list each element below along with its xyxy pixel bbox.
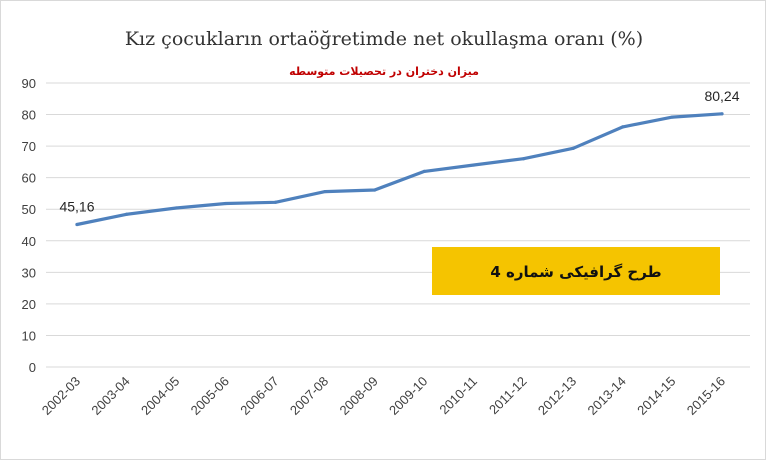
- y-tick-label: 20: [22, 297, 36, 312]
- data-point: [621, 125, 625, 129]
- data-point: [521, 157, 526, 161]
- x-tick-label: 2005-06: [188, 374, 232, 418]
- y-tick-label: 40: [22, 234, 36, 249]
- data-point: [720, 112, 724, 116]
- data-label: 80,24: [704, 88, 739, 104]
- x-axis-ticks: 2002-03 2003-04 2004-05 2005-06 2006-07 2007-…: [39, 374, 728, 418]
- x-tick-label: 2004-05: [138, 374, 182, 418]
- data-point: [472, 163, 476, 167]
- data-point: [75, 222, 79, 227]
- x-tick-label: 2009-10: [386, 374, 430, 418]
- series-line: [75, 112, 724, 227]
- data-point: [273, 200, 278, 204]
- y-tick-label: 50: [22, 202, 36, 217]
- data-point: [422, 169, 426, 173]
- data-point: [373, 188, 377, 192]
- x-tick-label: 2003-04: [88, 374, 132, 418]
- x-tick-label: 2012-13: [535, 374, 579, 418]
- y-tick-label: 10: [22, 328, 36, 343]
- annotation-box-text: طرح گرافیکی شماره 4: [490, 263, 661, 281]
- data-point: [670, 115, 674, 119]
- data-label: 45,16: [59, 198, 94, 214]
- x-tick-label: 2006-07: [237, 374, 281, 418]
- y-tick-label: 70: [22, 139, 36, 154]
- annotation-box-background: [432, 247, 720, 295]
- series-group: [75, 112, 724, 227]
- x-tick-label: 2011-12: [486, 374, 530, 418]
- x-tick-label: 2007-08: [287, 374, 331, 418]
- data-point: [224, 201, 228, 206]
- annotation-box: طرح گرافیکی شماره 4: [432, 247, 720, 295]
- x-tick-label: 2008-09: [336, 374, 380, 418]
- x-tick-label: 2013-14: [585, 374, 629, 418]
- data-point: [323, 189, 327, 194]
- x-tick-label: 2014-15: [634, 374, 678, 418]
- x-tick-label: 2002-03: [39, 374, 83, 418]
- data-point: [125, 212, 129, 216]
- data-point: [174, 206, 178, 210]
- data-labels: 45,16 80,24: [59, 88, 739, 215]
- data-point: [571, 146, 575, 150]
- x-tick-label: 2015-16: [684, 374, 728, 418]
- y-tick-label: 0: [29, 360, 36, 375]
- y-tick-label: 90: [22, 76, 36, 91]
- y-tick-label: 30: [22, 265, 36, 280]
- chart-title: Kız çocukların ortaöğretimde net okullaş…: [125, 28, 643, 50]
- y-tick-label: 60: [22, 171, 36, 186]
- gridlines: [46, 82, 750, 368]
- y-tick-label: 80: [22, 108, 36, 123]
- y-axis-ticks: 0 10 20 30 40 50 60 70 80 90: [22, 76, 36, 375]
- x-tick-label: 2010-11: [436, 374, 480, 418]
- chart-subtitle: میزان دختران در تحصیلات متوسطه: [289, 65, 479, 78]
